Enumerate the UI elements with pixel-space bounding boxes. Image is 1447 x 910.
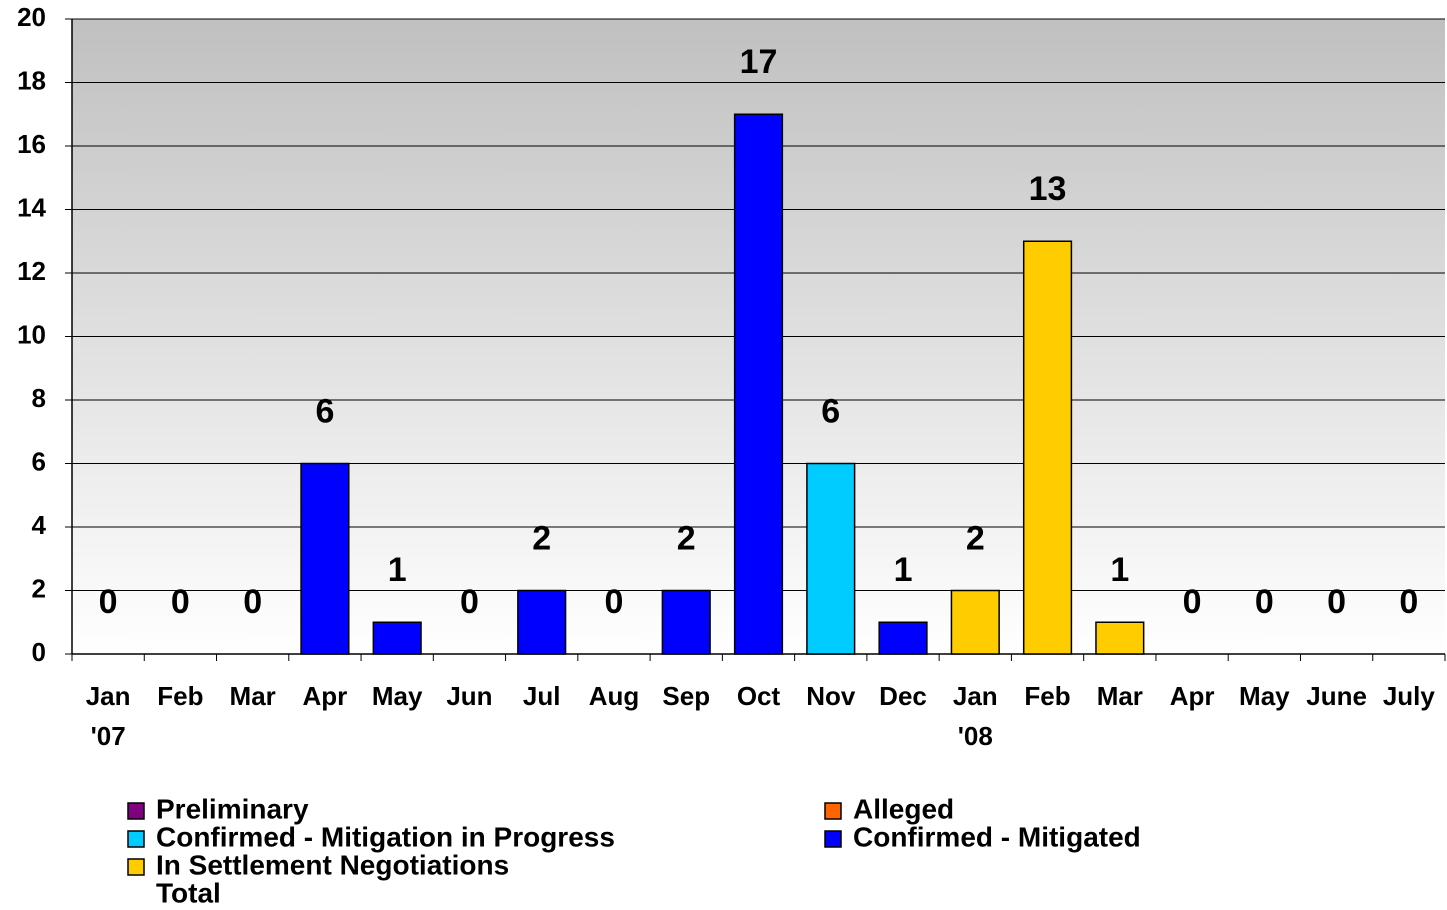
bar bbox=[300, 462, 350, 655]
data-label: 6 bbox=[821, 392, 840, 430]
bar bbox=[950, 589, 1000, 655]
data-label: 0 bbox=[1255, 583, 1274, 621]
data-label: 0 bbox=[1327, 583, 1346, 621]
data-label: 0 bbox=[1183, 583, 1202, 621]
data-label: 13 bbox=[1029, 170, 1067, 208]
legend-label: Confirmed - Mitigation in Progress bbox=[156, 821, 615, 852]
x-tick-label: Jan '08 bbox=[953, 681, 998, 751]
x-tick-label: Apr bbox=[303, 681, 348, 711]
label-line: Jan bbox=[86, 681, 131, 711]
bar bbox=[878, 621, 928, 655]
x-tick-label: Mar bbox=[230, 681, 276, 711]
y-tick-label: 4 bbox=[32, 510, 47, 540]
legend-swatch bbox=[824, 802, 842, 820]
x-tick-label: Jun bbox=[446, 681, 492, 711]
x-tick-label: Apr bbox=[1170, 681, 1215, 711]
legend-label: Preliminary bbox=[156, 793, 309, 824]
x-tick-label: Feb bbox=[1024, 681, 1070, 711]
data-label: 1 bbox=[1110, 551, 1129, 589]
y-tick-label: 8 bbox=[32, 383, 46, 413]
x-tick-label: Feb bbox=[157, 681, 203, 711]
x-tick-label: Jul bbox=[523, 681, 561, 711]
data-label: 0 bbox=[605, 583, 624, 621]
y-tick-label: 10 bbox=[17, 319, 46, 349]
x-tick-label: May bbox=[1239, 681, 1290, 711]
legend-label: Confirmed - Mitigated bbox=[853, 821, 1141, 852]
data-label: 1 bbox=[388, 551, 407, 589]
x-tick-label: Jan '07 bbox=[86, 681, 131, 751]
y-tick-label: 2 bbox=[32, 573, 46, 603]
legend-label: Total bbox=[156, 877, 221, 908]
data-label: 2 bbox=[677, 519, 696, 557]
label-line: Jan bbox=[953, 681, 998, 711]
bar bbox=[1095, 621, 1145, 655]
bar bbox=[661, 589, 711, 655]
x-tick-label: Aug bbox=[589, 681, 640, 711]
legend-label: In Settlement Negotiations bbox=[156, 849, 509, 880]
legend-label: Alleged bbox=[853, 793, 954, 824]
x-tick-label: June bbox=[1306, 681, 1367, 711]
x-tick-label: Dec bbox=[879, 681, 927, 711]
bar bbox=[1022, 240, 1073, 655]
legend-swatch bbox=[127, 802, 145, 820]
bar bbox=[733, 113, 784, 655]
label-line: '07 bbox=[91, 721, 126, 751]
data-label: 17 bbox=[740, 43, 778, 81]
x-tick-label: Mar bbox=[1097, 681, 1143, 711]
data-label: 2 bbox=[532, 519, 551, 557]
x-tick-label: Sep bbox=[662, 681, 710, 711]
y-tick-label: 18 bbox=[17, 65, 46, 95]
y-tick-label: 12 bbox=[17, 256, 46, 286]
data-label: 0 bbox=[243, 583, 262, 621]
data-label: 1 bbox=[894, 551, 913, 589]
data-label: 6 bbox=[315, 392, 334, 430]
bar bbox=[806, 462, 856, 655]
y-tick-label: 20 bbox=[17, 2, 46, 32]
data-label: 0 bbox=[99, 583, 118, 621]
y-tick-label: 14 bbox=[17, 192, 46, 222]
data-label: 2 bbox=[966, 519, 985, 557]
data-label: 0 bbox=[1399, 583, 1418, 621]
y-tick-label: 16 bbox=[17, 129, 46, 159]
y-tick-label: 0 bbox=[32, 637, 46, 667]
legend-swatch bbox=[824, 830, 842, 848]
x-tick-label: May bbox=[372, 681, 423, 711]
legend-swatch bbox=[127, 858, 145, 876]
data-label: 0 bbox=[171, 583, 190, 621]
x-tick-label: July bbox=[1383, 681, 1436, 711]
x-tick-label: Oct bbox=[737, 681, 781, 711]
y-tick-label: 6 bbox=[32, 446, 46, 476]
x-tick-label: Nov bbox=[806, 681, 856, 711]
bar bbox=[517, 589, 567, 655]
legend-swatch bbox=[127, 830, 145, 848]
data-label: 0 bbox=[460, 583, 479, 621]
label-line: '08 bbox=[958, 721, 993, 751]
bar bbox=[372, 621, 422, 655]
